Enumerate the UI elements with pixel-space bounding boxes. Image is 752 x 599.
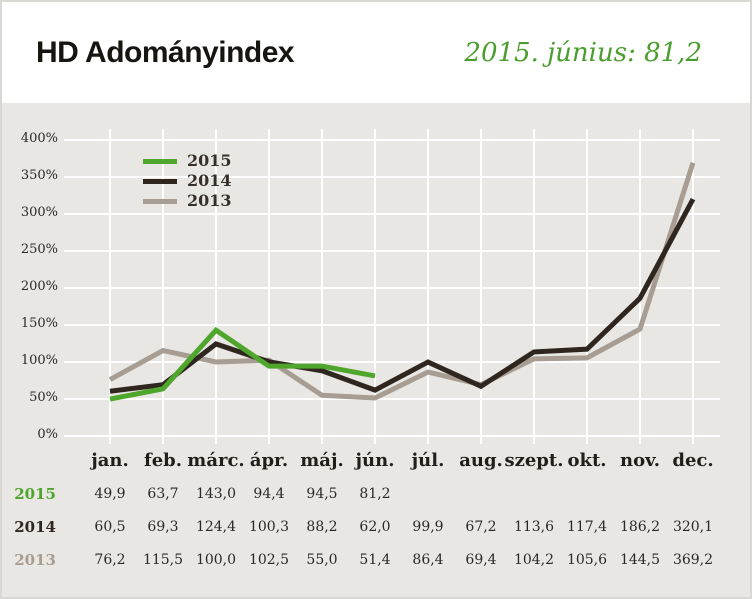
table-cell: 63,7 [147, 486, 179, 502]
table-cell: 76,2 [94, 552, 126, 568]
y-axis-tick-label: 50% [29, 390, 58, 405]
table-row-label-2015: 2015 [14, 485, 56, 503]
month-label-nov: nov. [619, 450, 660, 471]
table-cell: 100,3 [248, 519, 290, 535]
series-line-2013 [108, 162, 696, 401]
table-cell: 86,4 [412, 552, 444, 568]
table-cell: 55,0 [306, 552, 338, 568]
legend-label: 2014 [187, 171, 232, 190]
series-line-2015 [109, 326, 376, 402]
legend-label: 2013 [187, 191, 232, 210]
month-label-ápr: ápr. [249, 450, 289, 471]
table-cell: 320,1 [672, 519, 714, 535]
month-label-aug: aug. [459, 450, 503, 471]
month-label-feb: feb. [143, 450, 183, 471]
table-cell: 115,5 [142, 552, 184, 568]
table-cell: 49,9 [94, 486, 126, 502]
legend-swatch [143, 158, 177, 164]
table-row-label-2014: 2014 [14, 518, 56, 536]
month-label-jan: jan. [91, 450, 129, 471]
table-cell: 94,5 [306, 486, 338, 502]
y-axis-tick-label: 150% [20, 316, 58, 331]
table-cell: 143,0 [195, 486, 237, 502]
table-cell: 60,5 [94, 519, 126, 535]
table-cell: 117,4 [566, 519, 608, 535]
month-label-dec: dec. [672, 450, 714, 471]
table-cell: 102,5 [248, 552, 290, 568]
table-cell: 69,3 [147, 519, 179, 535]
y-axis-tick-label: 200% [20, 279, 58, 294]
table-cell: 81,2 [359, 486, 391, 502]
month-label-jún: jún. [355, 450, 395, 471]
legend-label: 2015 [187, 151, 232, 170]
gridlines [64, 129, 720, 444]
y-axis-tick-label: 100% [20, 353, 58, 368]
y-axis-tick-label: 0% [37, 427, 58, 442]
legend-item-2015: 2015 [143, 151, 232, 171]
month-label-okt: okt. [567, 450, 607, 471]
table-cell: 144,5 [619, 552, 661, 568]
legend-item-2014: 2014 [143, 171, 232, 191]
table-cell: 51,4 [359, 552, 391, 568]
table-cell: 105,6 [566, 552, 608, 568]
table-row-label-2013: 2013 [14, 551, 56, 569]
chart-legend: 2015 2014 2013 [143, 151, 232, 211]
legend-swatch [143, 178, 177, 184]
header: HD Adományindex 2015. június: 81,2 [2, 2, 750, 103]
table-cell: 186,2 [619, 519, 661, 535]
month-label-júl: júl. [411, 450, 445, 471]
legend-item-2013: 2013 [143, 191, 232, 211]
table-cell: 113,6 [513, 519, 555, 535]
y-axis-tick-label: 250% [20, 242, 58, 257]
table-cell: 67,2 [465, 519, 497, 535]
series-line-2014 [109, 197, 696, 394]
y-axis-tick-label: 350% [20, 168, 58, 183]
page-title: HD Adományindex [36, 35, 295, 69]
month-label-szept: szept. [504, 450, 564, 471]
table-cell: 94,4 [253, 486, 285, 502]
table-cell: 100,0 [195, 552, 237, 568]
table-cell: 69,4 [465, 552, 497, 568]
legend-swatch [143, 198, 177, 204]
month-label-máj: máj. [300, 450, 344, 471]
table-cell: 124,4 [195, 519, 237, 535]
table-cell: 88,2 [306, 519, 338, 535]
y-axis-tick-label: 400% [20, 131, 58, 146]
month-label-márc: márc. [187, 450, 245, 471]
table-cell: 104,2 [513, 552, 555, 568]
table-cell: 62,0 [359, 519, 391, 535]
table-cell: 99,9 [412, 519, 444, 535]
table-cell: 369,2 [672, 552, 714, 568]
y-axis-tick-label: 300% [20, 205, 58, 220]
current-period-value: 2015. június: 81,2 [464, 37, 702, 68]
